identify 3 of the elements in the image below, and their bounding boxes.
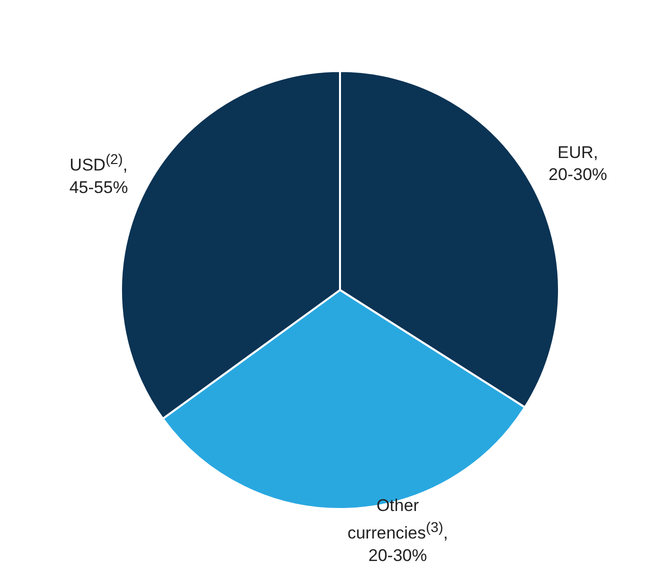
slice-label: Other currencies$^{(3)}$, 20-30% <box>347 494 448 567</box>
slice-label: EUR, 20-30% <box>548 142 608 186</box>
slice-label: USD$^{(2)}$, 45-55% <box>69 150 128 199</box>
